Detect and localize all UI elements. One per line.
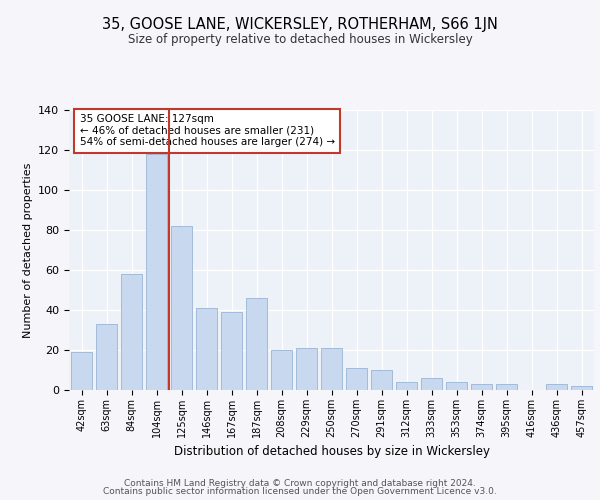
Bar [71,352,92,390]
Bar [246,298,267,390]
Bar [446,382,467,390]
Bar [496,384,517,390]
Bar [471,384,492,390]
Bar [121,274,142,390]
Text: 35, GOOSE LANE, WICKERSLEY, ROTHERHAM, S66 1JN: 35, GOOSE LANE, WICKERSLEY, ROTHERHAM, S… [102,18,498,32]
Bar [546,384,567,390]
Bar [371,370,392,390]
Bar [146,154,167,390]
Text: 35 GOOSE LANE: 127sqm
← 46% of detached houses are smaller (231)
54% of semi-det: 35 GOOSE LANE: 127sqm ← 46% of detached … [79,114,335,148]
Bar [571,386,592,390]
Text: Contains HM Land Registry data © Crown copyright and database right 2024.: Contains HM Land Registry data © Crown c… [124,478,476,488]
Text: Size of property relative to detached houses in Wickersley: Size of property relative to detached ho… [128,32,472,46]
Bar [296,348,317,390]
Bar [271,350,292,390]
Bar [396,382,417,390]
Bar [221,312,242,390]
X-axis label: Distribution of detached houses by size in Wickersley: Distribution of detached houses by size … [173,446,490,458]
Bar [96,324,117,390]
Bar [171,226,192,390]
Bar [321,348,342,390]
Y-axis label: Number of detached properties: Number of detached properties [23,162,32,338]
Bar [421,378,442,390]
Text: Contains public sector information licensed under the Open Government Licence v3: Contains public sector information licen… [103,487,497,496]
Bar [346,368,367,390]
Bar [196,308,217,390]
